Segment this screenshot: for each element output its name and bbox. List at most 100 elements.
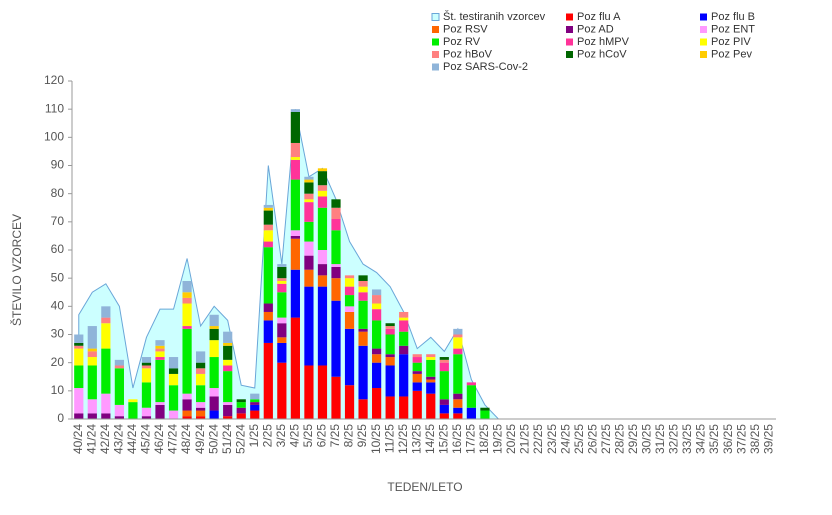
bar — [141, 416, 152, 419]
bar — [128, 402, 138, 419]
bar — [385, 334, 395, 355]
bar — [426, 393, 436, 419]
bar — [439, 357, 449, 360]
bar — [399, 354, 409, 397]
bar — [196, 362, 206, 369]
x-tick-label: 35/25 — [707, 424, 721, 454]
bar — [453, 348, 463, 355]
bar — [277, 278, 287, 281]
bar — [263, 311, 273, 321]
bar — [385, 396, 395, 419]
bar — [412, 354, 422, 358]
x-tick-label: 38/25 — [748, 424, 762, 454]
bar — [223, 365, 233, 372]
legend-label: Poz flu A — [577, 11, 621, 23]
bar — [74, 342, 84, 346]
x-tick-label: 47/24 — [166, 424, 180, 454]
legend-marker — [700, 38, 707, 46]
x-tick-label: 36/25 — [721, 424, 735, 454]
bar — [304, 241, 314, 256]
bar — [372, 309, 382, 321]
bar — [385, 365, 395, 397]
x-tick-label: 44/24 — [125, 424, 139, 454]
bar — [399, 345, 409, 355]
y-tick-label: 80 — [51, 186, 65, 200]
bar — [209, 326, 219, 329]
bar — [466, 385, 476, 408]
bar — [480, 410, 490, 419]
bar — [263, 247, 273, 304]
x-tick-label: 42/24 — [98, 424, 112, 454]
bar — [453, 413, 463, 419]
bar — [196, 351, 206, 363]
bar — [182, 326, 192, 329]
bar — [168, 410, 179, 419]
bar — [358, 345, 368, 400]
bar — [74, 365, 84, 389]
bar — [74, 388, 84, 414]
bar — [439, 404, 449, 414]
x-tick-label: 21/25 — [518, 424, 532, 454]
bar — [196, 385, 206, 403]
bar — [182, 410, 192, 417]
legend-label: Poz Pev — [711, 48, 752, 60]
x-tick-label: 6/25 — [315, 424, 329, 448]
bar — [331, 266, 341, 279]
bar — [385, 323, 395, 327]
bar — [277, 323, 287, 338]
legend-label: Poz flu B — [711, 11, 755, 23]
bar — [344, 306, 355, 312]
x-tick-label: 13/25 — [409, 424, 423, 454]
bar — [304, 255, 314, 270]
legend-label: Poz hCoV — [577, 48, 627, 60]
bar — [155, 351, 165, 358]
x-tick-label: 32/25 — [667, 424, 681, 454]
bar — [277, 342, 287, 363]
bar — [399, 317, 409, 321]
legend-label: Poz hMPV — [577, 36, 630, 48]
bar — [114, 404, 124, 417]
bar — [331, 278, 341, 301]
bar — [317, 185, 328, 191]
legend-label: Poz ENT — [711, 23, 755, 35]
bar — [331, 207, 341, 220]
bar — [372, 388, 382, 419]
legend-label: Poz RSV — [443, 23, 488, 35]
bar — [290, 269, 300, 318]
bar — [196, 416, 206, 419]
x-tick-label: 15/25 — [436, 424, 450, 454]
bar — [372, 348, 382, 355]
bar — [128, 399, 138, 403]
bar — [358, 286, 368, 293]
legend-label: Poz AD — [577, 23, 614, 35]
bar — [87, 348, 97, 352]
bar — [277, 280, 287, 284]
bar — [263, 320, 273, 343]
bar — [168, 357, 179, 369]
x-tick-label: 19/25 — [491, 424, 505, 454]
bar — [101, 306, 111, 318]
bar — [223, 404, 233, 417]
bar — [344, 311, 355, 329]
bar — [412, 357, 422, 363]
bar — [209, 396, 219, 411]
x-tick-label: 16/25 — [450, 424, 464, 454]
area — [78, 109, 500, 420]
bar — [372, 354, 382, 363]
bar — [317, 275, 328, 287]
bar — [344, 328, 355, 386]
bar — [412, 390, 422, 419]
y-tick-label: 0 — [57, 411, 64, 425]
bar — [317, 365, 328, 419]
bar — [74, 413, 84, 419]
x-tick-label: 5/25 — [301, 424, 315, 448]
bar — [87, 351, 97, 358]
bar — [182, 297, 192, 304]
y-tick-label: 30 — [51, 327, 65, 341]
bar — [87, 365, 97, 400]
bar — [236, 413, 246, 419]
bar — [358, 280, 368, 287]
bar — [250, 399, 260, 403]
bar — [114, 365, 124, 369]
